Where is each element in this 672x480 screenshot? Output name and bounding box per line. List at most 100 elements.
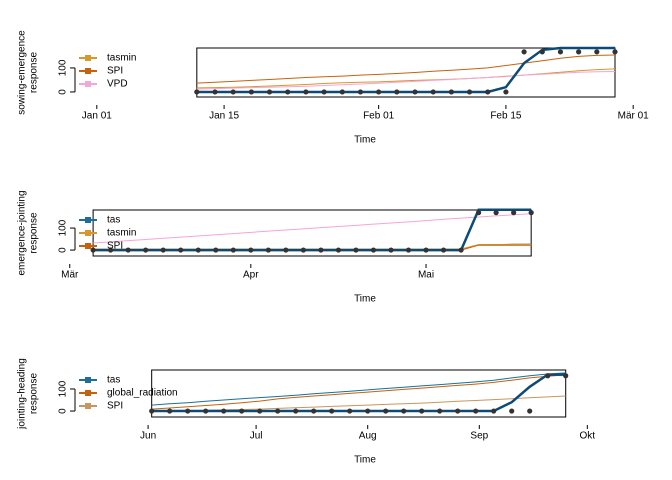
plot-frame [151,369,567,418]
y-axis-label: emergence-jointing [17,190,28,275]
data-point [594,49,600,55]
data-point [423,247,429,253]
legend-marker [85,230,91,236]
x-tick-label: Jun [140,431,156,442]
y-axis-label: sowing-emergence [17,30,28,115]
y-axis-label: response [29,212,40,254]
y-axis-label: response [29,51,40,93]
data-point [473,408,479,414]
data-point [394,89,400,95]
data-point [576,49,582,55]
panel: 0 100 emergence-jointing response Mär Apr Mai T… [17,190,534,305]
data-point [376,89,382,95]
data-point [275,408,281,414]
data-point [357,89,364,95]
series-line [151,374,566,410]
data-point [612,49,618,55]
data-point [563,373,569,379]
y-axis-label: jointing-heading [17,358,28,430]
data-point [365,408,371,414]
x-tick-label: Jan 15 [209,111,239,122]
data-point [108,247,114,253]
data-point [493,210,499,216]
data-point [405,247,412,253]
legend-label: global_radiation [107,388,178,399]
legend-marker [85,81,91,87]
data-point [388,247,394,253]
legend-label: SPI [107,241,123,252]
data-point [90,247,96,253]
data-point [437,408,443,414]
data-point [213,247,219,253]
x-tick-label: Mär 01 [618,111,650,122]
x-axis-label: Time [354,135,376,146]
series-line [196,71,616,90]
data-point [230,89,236,95]
series-line [151,395,566,412]
data-point [311,408,317,414]
data-point [178,247,184,253]
series-line [93,213,532,244]
data-point [265,247,271,253]
data-point [195,247,201,253]
data-point [221,408,227,414]
data-point [527,408,533,414]
x-tick-label: Feb 15 [490,111,522,122]
legend-label: SPI [107,401,123,412]
data-point [401,408,407,414]
legend-label: tas [107,215,120,226]
data-point [125,247,131,253]
x-tick-label: Okt [580,431,596,442]
series-line [196,54,616,84]
data-point [528,210,534,216]
data-point [458,247,464,253]
data-point [476,210,482,216]
data-point [248,247,254,253]
data-point [266,89,273,95]
data-point [149,408,155,414]
data-point [239,408,245,414]
legend-label: tas [107,375,120,386]
y-tick-label: 100 [58,59,69,76]
data-point [185,408,191,414]
data-point [248,89,254,95]
data-point [167,408,173,414]
x-tick-label: Mär [61,270,79,281]
data-point [491,408,497,414]
data-point [321,89,327,95]
x-axis-label: Time [354,294,376,305]
data-point [300,247,306,253]
legend-marker [85,390,91,396]
data-point [285,89,291,95]
y-tick-label: 100 [58,380,69,397]
x-axis-label: Time [354,455,376,466]
plot-frame [196,47,616,98]
data-point [230,247,236,253]
data-point [557,49,564,55]
legend-marker [85,68,91,74]
data-point [212,89,218,95]
data-point [521,49,527,55]
data-point [455,408,461,414]
data-point [347,408,353,414]
legend-label: SPI [107,66,123,77]
panel: 0 100 jointing-heading response Jun Jul Aug Sep… [17,358,596,465]
data-point [194,89,200,95]
y-axis-label: response [29,372,40,414]
data-point [293,408,299,414]
data-point [448,89,454,95]
x-tick-label: Jul [250,431,263,442]
x-tick-label: Feb 01 [363,111,395,122]
data-point [335,247,342,253]
legend-label: tasmin [107,228,136,239]
x-tick-label: Apr [243,270,259,281]
x-tick-label: Sep [470,431,488,442]
data-point [440,247,447,253]
data-point [143,247,149,253]
data-point [545,373,551,379]
data-point [370,247,377,253]
data-point [203,408,209,414]
data-point [318,247,324,253]
series-line [93,208,532,252]
legend-label: tasmin [107,53,136,64]
